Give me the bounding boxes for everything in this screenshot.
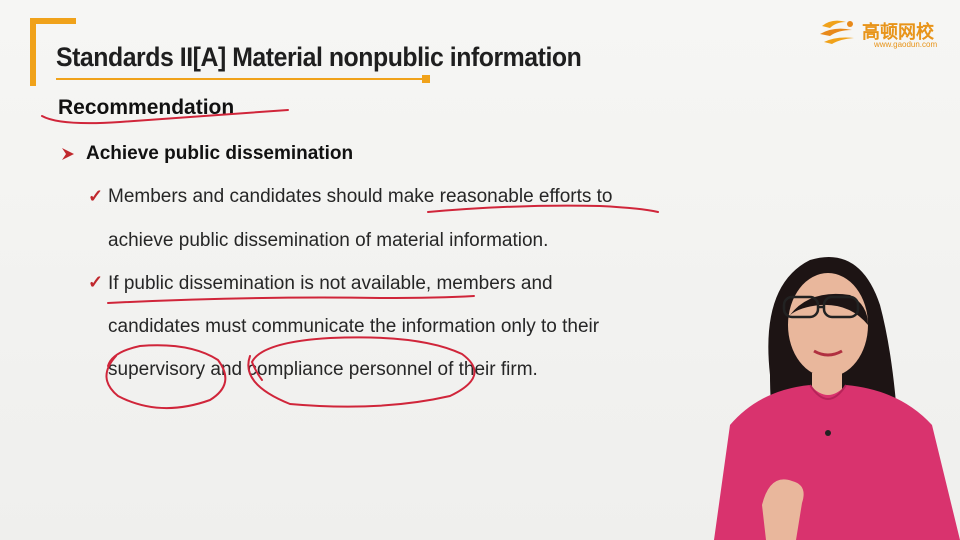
gaodun-logo: 高顿网校 www.gaodun.com — [818, 12, 948, 54]
title-bracket-horizontal — [30, 18, 76, 24]
title-underline — [56, 78, 428, 80]
logo-url: www.gaodun.com — [874, 40, 938, 49]
check-item-2-line-2: candidates must communicate the informat… — [108, 316, 600, 337]
check-item-1-line-1: Members and candidates should make reaso… — [108, 186, 613, 207]
section-heading: Recommendation — [58, 96, 235, 119]
title-bracket-vertical — [30, 18, 36, 86]
bullet-text: Achieve public dissemination — [86, 143, 354, 164]
check-item-2-line-1: If public dissemination is not available… — [108, 273, 553, 294]
presenter-hand — [762, 479, 804, 540]
presenter — [714, 257, 960, 540]
check-item-2-line-3: supervisory and compliance personnel of … — [108, 359, 538, 380]
underline-not-available — [107, 295, 475, 304]
logo-name: 高顿网校 — [862, 22, 934, 42]
check-item-1-line-2: achieve public dissemination of material… — [108, 230, 549, 251]
title-underline-dot — [422, 75, 430, 83]
presenter-face — [788, 273, 868, 377]
presenter-shirt — [714, 385, 960, 540]
gaodun-logo-icon — [820, 20, 854, 44]
check-icon: ✓ — [88, 272, 104, 292]
slide-title: Standards II[A] Material nonpublic infor… — [56, 42, 582, 72]
arrow-bullet-icon — [62, 148, 74, 160]
check-icon: ✓ — [88, 186, 104, 206]
